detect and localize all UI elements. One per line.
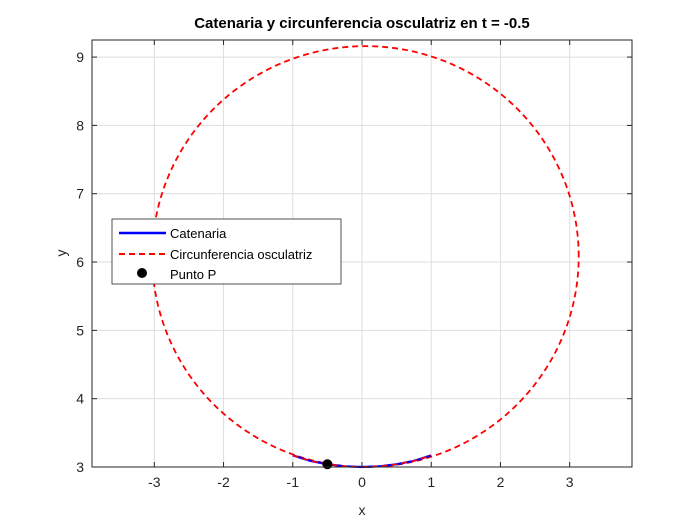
y-tick-label: 7 — [76, 186, 84, 202]
x-tick-label: 1 — [427, 474, 435, 490]
y-tick-label: 3 — [76, 459, 84, 475]
chart-title: Catenaria y circunferencia osculatriz en… — [194, 15, 530, 32]
point-p — [322, 459, 333, 470]
y-tick-label: 9 — [76, 49, 84, 65]
y-tick-label: 4 — [76, 391, 84, 407]
legend-label-circunferencia: Circunferencia osculatriz — [170, 247, 312, 262]
x-tick-label: 3 — [566, 474, 574, 490]
x-tick-label: -1 — [287, 474, 300, 490]
tick-labels: -3 -2 -1 0 1 2 3 3 4 5 6 7 8 9 — [76, 49, 574, 490]
x-tick-label: 0 — [358, 474, 366, 490]
x-axis-label: x — [359, 502, 366, 518]
legend-swatch-punto — [137, 268, 147, 278]
x-tick-label: 2 — [497, 474, 505, 490]
legend-box — [111, 218, 342, 285]
ticks — [92, 40, 632, 468]
x-tick-label: -3 — [148, 474, 161, 490]
y-tick-label: 8 — [76, 117, 84, 133]
legend-label-punto: Punto P — [170, 267, 216, 282]
x-tick-label: -2 — [217, 474, 230, 490]
y-tick-label: 6 — [76, 254, 84, 270]
y-axis-label: y — [53, 250, 69, 257]
y-tick-label: 5 — [76, 322, 84, 338]
legend-label-catenaria: Catenaria — [170, 226, 227, 241]
legend: Catenaria Circunferencia osculatriz Punt… — [111, 218, 342, 285]
